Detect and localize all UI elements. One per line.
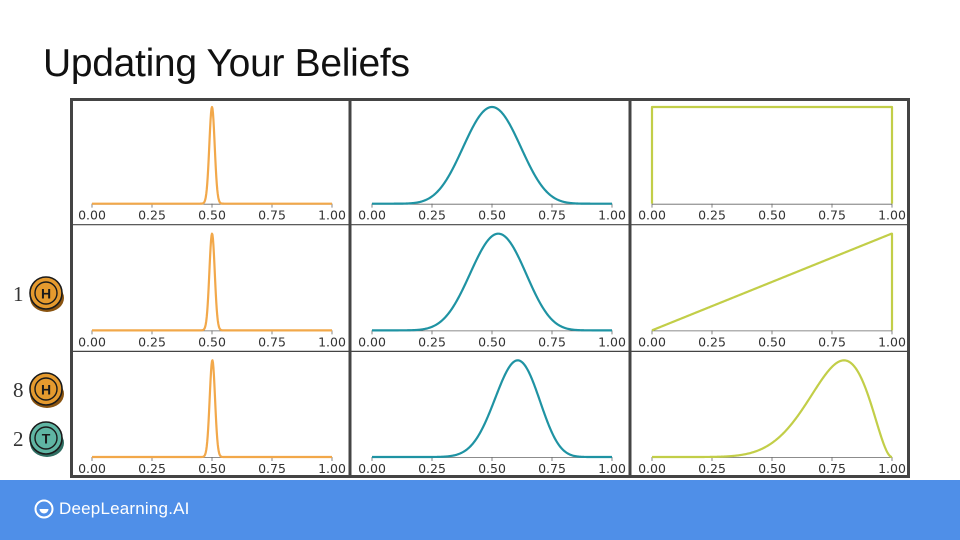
belief-plots-grid: 0.00 0.25 0.50 0.75 1.00 0.00 0.25 0.50 0.75 1.00… [70,98,910,478]
footer-bar [0,480,960,540]
x-tick-label-r1c0-4: 1.00 [318,334,346,349]
x-tick-label-r2c2-3: 0.75 [818,461,846,476]
x-tick-label-r1c1-4: 1.00 [598,334,626,349]
x-tick-label-r1c0-1: 0.25 [138,334,166,349]
x-tick-label-r1c2-0: 0.00 [638,334,666,349]
x-tick-label-r0c0-4: 1.00 [318,208,346,223]
x-tick-label-r0c1-3: 0.75 [538,208,566,223]
coin-face-label: H [41,382,51,398]
x-tick-label-r0c2-2: 0.50 [758,208,786,223]
x-tick-label-r0c2-3: 0.75 [818,208,846,223]
density-curve-r0c0 [91,105,333,205]
density-curve-r2c2 [651,359,893,459]
density-curve-r1c1 [371,232,613,332]
density-curve-r2c0 [91,359,333,459]
slide-title: Updating Your Beliefs [43,42,410,85]
x-tick-label-r1c2-2: 0.50 [758,334,786,349]
x-tick-label-r2c0-2: 0.50 [198,461,226,476]
x-tick-label-r0c1-4: 1.00 [598,208,626,223]
x-tick-label-r2c1-3: 0.75 [538,461,566,476]
x-tick-label-r2c0-0: 0.00 [78,461,106,476]
deeplearning-logo-icon [34,499,54,519]
coin-face-label: T [42,431,51,447]
x-tick-label-r2c2-0: 0.00 [638,461,666,476]
x-tick-label-r2c0-1: 0.25 [138,461,166,476]
x-tick-label-r1c0-2: 0.50 [198,334,226,349]
x-tick-label-r0c2-4: 1.00 [878,208,906,223]
heads-coin-icon: H [25,274,69,319]
x-tick-label-r0c0-2: 0.50 [198,208,226,223]
density-curve-r1c0 [91,232,333,332]
x-tick-label-r0c1-1: 0.25 [418,208,446,223]
footer-logo: DeepLearning.AI [34,499,190,519]
x-tick-label-r1c1-3: 0.75 [538,334,566,349]
x-tick-label-r2c1-0: 0.00 [358,461,386,476]
coin-count-row2-0: 8 [13,378,24,402]
x-tick-label-r0c0-0: 0.00 [78,208,106,223]
x-tick-label-r0c0-1: 0.25 [138,208,166,223]
x-tick-label-r0c1-2: 0.50 [478,208,506,223]
footer-logo-text: DeepLearning.AI [59,499,190,518]
x-tick-label-r1c0-3: 0.75 [258,334,286,349]
heads-coin-icon: H [25,370,69,415]
x-tick-label-r2c1-4: 1.00 [598,461,626,476]
coin-face-label: H [41,286,51,302]
x-tick-label-r2c1-2: 0.50 [478,461,506,476]
x-tick-label-r1c1-1: 0.25 [418,334,446,349]
density-curve-r0c1 [371,105,613,205]
x-tick-label-r0c2-1: 0.25 [698,208,726,223]
coin-count-row2-1: 2 [13,427,24,451]
x-tick-label-r2c1-1: 0.25 [418,461,446,476]
x-tick-label-r2c0-4: 1.00 [318,461,346,476]
x-tick-label-r1c2-3: 0.75 [818,334,846,349]
x-tick-label-r2c2-4: 1.00 [878,461,906,476]
x-tick-label-r1c2-1: 0.25 [698,334,726,349]
grid-frame-border [70,98,910,478]
density-curve-r1c2 [651,232,894,332]
x-tick-label-r2c2-1: 0.25 [698,461,726,476]
belief-plots-svg: 0.00 0.25 0.50 0.75 1.00 0.00 0.25 0.50 0.75 1.00… [70,98,910,478]
x-tick-label-r0c1-0: 0.00 [358,208,386,223]
x-tick-label-r2c2-2: 0.50 [758,461,786,476]
x-tick-label-r1c0-0: 0.00 [78,334,106,349]
x-tick-label-r0c2-0: 0.00 [638,208,666,223]
density-curve-r2c1 [371,359,613,459]
x-tick-label-r0c0-3: 0.75 [258,208,286,223]
x-tick-label-r1c1-0: 0.00 [358,334,386,349]
density-curve-r0c2 [650,105,894,204]
x-tick-label-r2c0-3: 0.75 [258,461,286,476]
x-tick-label-r1c1-2: 0.50 [478,334,506,349]
tails-coin-icon: T [25,419,69,464]
x-tick-label-r1c2-4: 1.00 [878,334,906,349]
coin-count-row1-0: 1 [13,282,24,306]
